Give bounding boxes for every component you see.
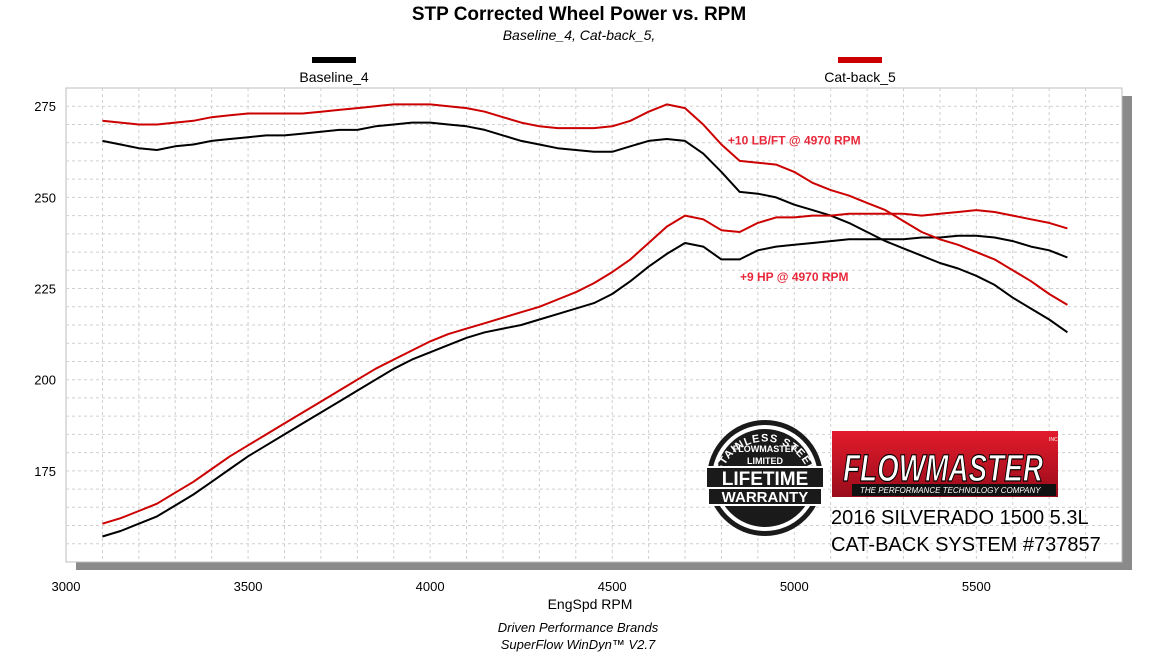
vehicle-model: 2016 SILVERADO 1500 5.3L bbox=[831, 507, 1089, 529]
y-tick-label: 250 bbox=[34, 190, 56, 205]
series-lines bbox=[102, 103, 1068, 538]
flowmaster-logo: FLOWMASTER INC. THE PERFORMANCE TECHNOLO… bbox=[832, 431, 1059, 497]
lifetime-warranty-badge: STAINLESS STEEL FLOWMASTER LIMITED LIFET… bbox=[705, 420, 825, 536]
badge-brand: FLOWMASTER bbox=[733, 444, 798, 454]
torque-gain-annotation: +10 LB/FT @ 4970 RPM bbox=[728, 134, 861, 148]
y-tick-label: 200 bbox=[34, 373, 56, 388]
logo-inc: INC. bbox=[1049, 437, 1059, 443]
badge-lifetime: LIFETIME bbox=[722, 469, 809, 490]
badge-limited: LIMITED bbox=[747, 456, 783, 466]
x-tick-label: 5500 bbox=[962, 579, 991, 594]
legend: Baseline_4 Cat-back_5 bbox=[299, 57, 896, 85]
system-part-number: CAT-BACK SYSTEM #737857 bbox=[831, 534, 1101, 556]
chart-subtitle: Baseline_4, Cat-back_5, bbox=[503, 27, 656, 43]
x-tick-label: 5000 bbox=[780, 579, 809, 594]
legend-swatch-baseline bbox=[312, 57, 356, 63]
legend-label-catback: Cat-back_5 bbox=[824, 69, 896, 85]
axis-ticks: 3000 3500 4000 4500 5000 5500 175 200 225 250 275 bbox=[34, 99, 991, 594]
y-tick-label: 275 bbox=[34, 99, 56, 114]
series-line-cat-back-5-power bbox=[102, 209, 1068, 525]
legend-label-baseline: Baseline_4 bbox=[299, 69, 368, 85]
grid bbox=[66, 88, 1122, 562]
footer-software: SuperFlow WinDyn™ V2.7 bbox=[501, 637, 656, 652]
x-tick-label: 3500 bbox=[234, 579, 263, 594]
series-line-baseline-4-torque bbox=[102, 121, 1068, 334]
logo-tagline: THE PERFORMANCE TECHNOLOGY COMPANY bbox=[860, 486, 1041, 495]
x-axis-label: EngSpd RPM bbox=[548, 596, 633, 612]
y-tick-label: 175 bbox=[34, 464, 56, 479]
series-line-cat-back-5-torque bbox=[102, 103, 1068, 306]
legend-swatch-catback bbox=[838, 57, 882, 63]
y-tick-label: 225 bbox=[34, 282, 56, 297]
x-tick-label: 3000 bbox=[52, 579, 81, 594]
badge-warranty: WARRANTY bbox=[722, 489, 809, 506]
power-gain-annotation: +9 HP @ 4970 RPM bbox=[740, 270, 849, 284]
footer-company: Driven Performance Brands bbox=[498, 620, 659, 635]
series-line-baseline-4-power bbox=[102, 234, 1068, 538]
x-tick-label: 4500 bbox=[598, 579, 627, 594]
x-tick-label: 4000 bbox=[416, 579, 445, 594]
chart-title: STP Corrected Wheel Power vs. RPM bbox=[412, 4, 746, 25]
logo-wordmark: FLOWMASTER bbox=[843, 448, 1043, 490]
